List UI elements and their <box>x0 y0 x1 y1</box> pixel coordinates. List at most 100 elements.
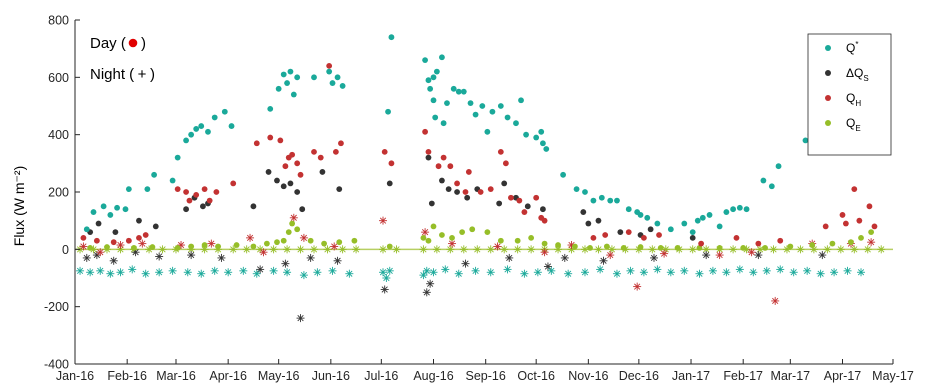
day-point-qE <box>449 234 455 241</box>
day-point-q <box>205 128 211 135</box>
night-point-q <box>454 269 463 278</box>
x-tick-label: Nov-16 <box>568 369 608 383</box>
day-point-qS <box>496 200 503 207</box>
day-point-qH <box>447 163 454 170</box>
day-point-qS <box>428 200 435 207</box>
day-annotation-close: ) <box>141 35 146 52</box>
day-point-q <box>723 209 730 215</box>
x-tick-label: Jan-17 <box>672 369 710 383</box>
day-point-qH <box>213 189 220 195</box>
night-point-qE <box>486 245 495 254</box>
day-point-qH <box>777 237 784 244</box>
day-point-qE <box>420 234 427 241</box>
day-point-q <box>607 197 614 204</box>
day-point-qH <box>174 186 181 193</box>
day-point-qH <box>297 171 304 178</box>
night-point-q <box>224 268 233 277</box>
night-point-q <box>328 266 337 275</box>
night-point-q <box>695 269 704 278</box>
day-point-qE <box>674 245 681 251</box>
night-point-q <box>155 268 164 277</box>
day-point-q <box>284 80 290 86</box>
x-tick-label: Feb-17 <box>723 369 763 383</box>
day-point-qS <box>299 206 306 213</box>
night-point-q <box>486 268 495 277</box>
day-point-qS <box>689 234 696 241</box>
day-point-qE <box>484 229 491 236</box>
night-point-qE <box>379 245 388 254</box>
day-point-qE <box>555 242 561 248</box>
night-point-q <box>503 265 512 274</box>
day-point-q <box>716 223 723 230</box>
day-point-q <box>730 206 737 213</box>
day-point-q <box>198 123 205 129</box>
night-point-qH <box>747 248 756 257</box>
night-point-q <box>830 268 839 277</box>
night-point-qH <box>606 251 615 260</box>
night-point-qH <box>660 249 669 258</box>
day-point-q <box>598 194 605 201</box>
day-point-q <box>743 206 750 213</box>
day-point-q <box>439 54 445 61</box>
day-point-qH <box>332 148 339 155</box>
day-point-qH <box>625 229 632 236</box>
day-point-qH <box>477 189 484 195</box>
night-point-q <box>441 265 450 274</box>
day-point-qE <box>274 239 280 246</box>
night-point-q <box>283 268 292 277</box>
day-point-qH <box>602 232 609 238</box>
day-point-q <box>582 189 588 195</box>
day-point-qE <box>294 226 301 233</box>
legend-marker <box>825 45 831 51</box>
night-point-q <box>385 266 394 275</box>
day-point-qS <box>454 189 460 195</box>
day-point-qH <box>422 128 428 135</box>
night-point-q <box>639 268 648 277</box>
night-point-qH <box>715 251 724 260</box>
data-marks <box>76 34 886 323</box>
y-tick-label: 0 <box>62 243 69 257</box>
night-point-q <box>666 268 675 277</box>
day-point-q <box>107 212 114 218</box>
night-point-q <box>857 268 866 277</box>
night-point-q <box>735 265 744 274</box>
night-point-qS <box>818 251 827 260</box>
day-point-qH <box>326 62 333 69</box>
day-point-qE <box>250 243 257 250</box>
day-point-qH <box>125 237 132 244</box>
night-point-qE <box>513 245 522 254</box>
day-point-q <box>689 229 696 236</box>
day-point-qH <box>590 234 597 241</box>
night-point-qS <box>187 251 196 260</box>
day-point-q <box>287 68 294 75</box>
day-point-q <box>267 105 274 112</box>
day-point-q <box>736 204 743 211</box>
night-point-q <box>612 269 621 278</box>
night-point-qH <box>540 248 549 257</box>
night-point-q <box>96 266 105 275</box>
day-point-qH <box>755 240 762 247</box>
day-point-q <box>275 85 282 92</box>
day-point-q <box>625 206 632 213</box>
day-point-qH <box>839 212 846 218</box>
night-point-q <box>680 266 689 275</box>
day-point-qH <box>388 160 395 167</box>
x-tick-label: Aug-16 <box>413 369 453 383</box>
day-point-q <box>329 80 336 86</box>
night-point-q <box>252 269 261 278</box>
day-point-qE <box>571 243 578 250</box>
day-point-qE <box>174 245 181 251</box>
axes: -400 -200 0 200 400 600 800 Jan-16 Feb-16 Mar-16 A… <box>44 14 914 384</box>
night-point-qS <box>754 251 763 260</box>
day-point-qH <box>425 148 432 155</box>
day-point-qH <box>183 189 189 195</box>
day-point-q <box>151 171 158 178</box>
night-point-qH <box>79 242 88 251</box>
day-point-qH <box>454 180 460 187</box>
legend-entry: ΔQS <box>846 66 869 83</box>
x-tick-label: Jan-16 <box>56 369 94 383</box>
night-point-q <box>379 268 388 277</box>
day-point-q <box>540 140 546 147</box>
night-point-qE <box>296 245 305 254</box>
night-point-qE <box>283 245 292 254</box>
